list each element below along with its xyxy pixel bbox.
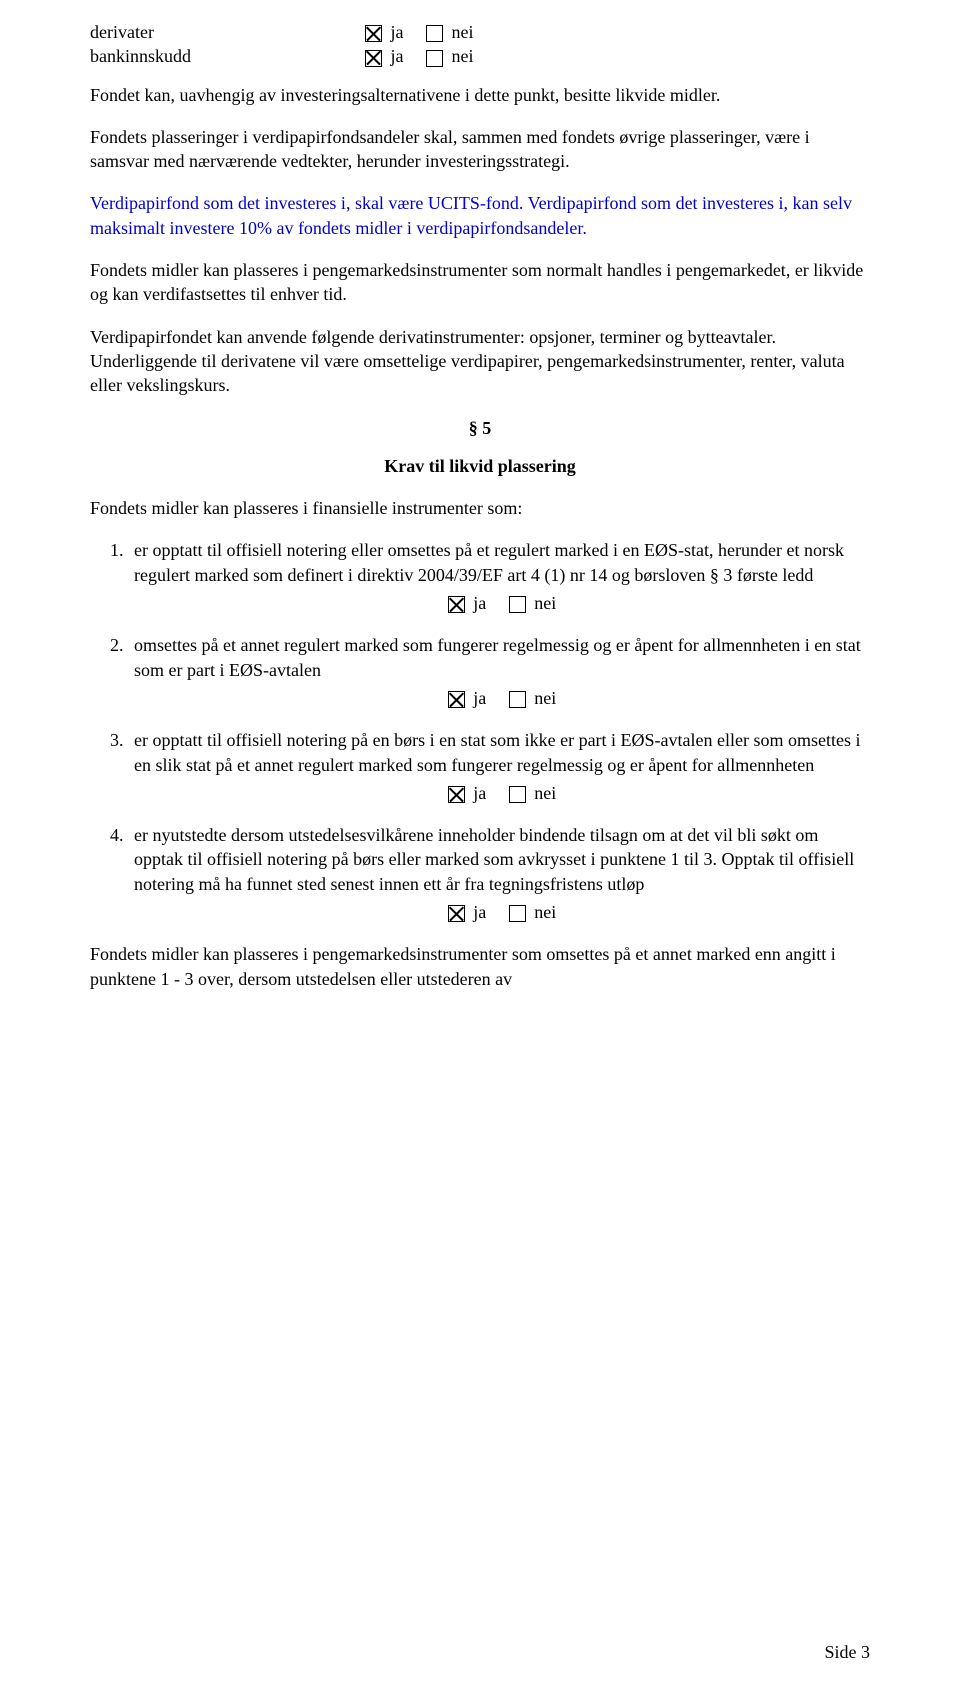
checkbox-nei[interactable] (509, 905, 526, 922)
label-nei: nei (534, 783, 556, 803)
checkbox-ja[interactable] (448, 905, 465, 922)
checkbox-nei[interactable] (509, 786, 526, 803)
list-item-text: er opptatt til offisiell notering på en … (134, 730, 861, 774)
section-title: Krav til likvid plassering (90, 454, 870, 478)
list-item-text: er nyutstedte dersom utstedelsesvilkåren… (134, 825, 854, 894)
section-number: § 5 (90, 416, 870, 440)
checkbox-nei[interactable] (426, 50, 443, 67)
paragraph: Verdipapirfond som det investeres i, ska… (90, 191, 870, 240)
list-item-text: er opptatt til offisiell notering eller … (134, 540, 844, 584)
label-nei: nei (452, 46, 474, 66)
paragraph: Verdipapirfondet kan anvende følgende de… (90, 325, 870, 398)
label-ja: ja (473, 593, 486, 613)
paragraph: Fondets midler kan plasseres i pengemark… (90, 942, 870, 991)
paragraph: Fondets midler kan plasseres i pengemark… (90, 258, 870, 307)
checkbox-ja[interactable] (448, 691, 465, 708)
label-ja: ja (473, 783, 486, 803)
label-nei: nei (452, 22, 474, 42)
checkbox-group: ja nei (134, 900, 870, 924)
label-ja: ja (473, 902, 486, 922)
checkbox-group: ja nei (134, 781, 870, 805)
checkbox-nei[interactable] (509, 596, 526, 613)
label-ja: ja (473, 688, 486, 708)
label-ja: ja (391, 46, 404, 66)
row-label: derivater (90, 20, 365, 44)
list-item: er opptatt til offisiell notering på en … (128, 728, 870, 805)
checkbox-group: ja nei (365, 20, 474, 44)
paragraph: Fondets midler kan plasseres i finansiel… (90, 496, 870, 520)
checkbox-nei[interactable] (509, 691, 526, 708)
checkbox-ja[interactable] (448, 786, 465, 803)
checkbox-ja[interactable] (365, 25, 382, 42)
paragraph: Fondets plasseringer i verdipapirfondsan… (90, 125, 870, 174)
checkbox-group: ja nei (134, 591, 870, 615)
list-item: er nyutstedte dersom utstedelsesvilkåren… (128, 823, 870, 924)
row-label: bankinnskudd (90, 44, 365, 68)
page-footer: Side 3 (824, 1640, 870, 1664)
list-item-text: omsettes på et annet regulert marked som… (134, 635, 861, 679)
label-nei: nei (534, 688, 556, 708)
checkbox-ja[interactable] (365, 50, 382, 67)
list-item: omsettes på et annet regulert marked som… (128, 633, 870, 710)
paragraph: Fondet kan, uavhengig av investeringsalt… (90, 83, 870, 107)
checkbox-ja[interactable] (448, 596, 465, 613)
numbered-list: er opptatt til offisiell notering eller … (90, 538, 870, 924)
checkbox-group: ja nei (134, 686, 870, 710)
checkbox-nei[interactable] (426, 25, 443, 42)
label-nei: nei (534, 593, 556, 613)
checkbox-group: ja nei (365, 44, 474, 68)
label-nei: nei (534, 902, 556, 922)
list-item: er opptatt til offisiell notering eller … (128, 538, 870, 615)
label-ja: ja (391, 22, 404, 42)
